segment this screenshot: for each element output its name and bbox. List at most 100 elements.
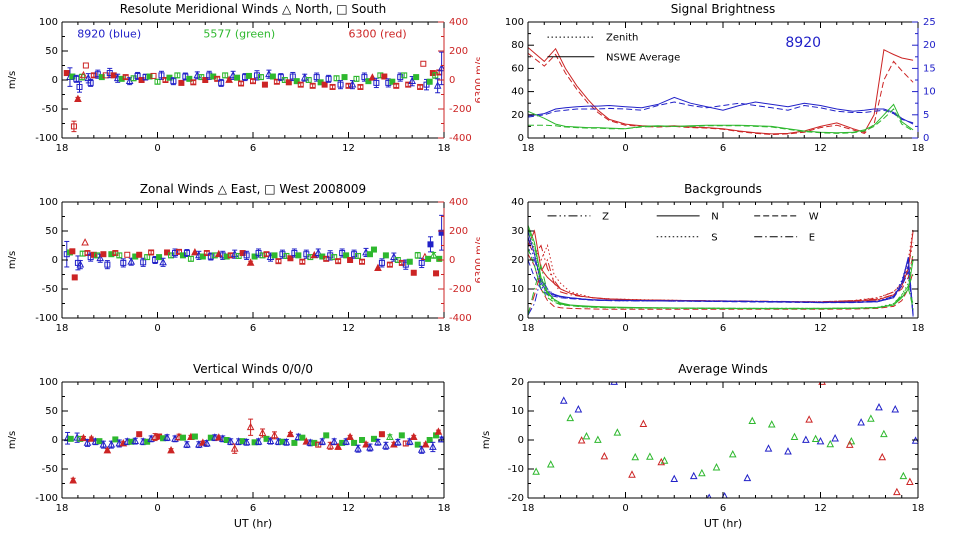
- svg-text:Signal Brightness: Signal Brightness: [671, 2, 776, 16]
- svg-text:100: 100: [39, 17, 58, 28]
- svg-text:0: 0: [154, 323, 160, 334]
- panel-zonal-winds: 18 0 6 12 18-100-50050100-400-20002004006300…: [7, 182, 480, 334]
- svg-text:200: 200: [449, 46, 468, 57]
- svg-text:UT (hr): UT (hr): [234, 517, 272, 530]
- svg-text:6: 6: [720, 323, 726, 334]
- svg-text:W: W: [809, 211, 819, 222]
- svg-text:18: 18: [438, 323, 451, 334]
- svg-text:NSWE Average: NSWE Average: [606, 52, 680, 63]
- svg-text:0: 0: [923, 133, 929, 144]
- svg-text:-10: -10: [508, 464, 524, 475]
- panel-meridional-winds: 18 0 6 12 18-100-50050100-400-20002004006300…: [7, 2, 480, 154]
- svg-text:-200: -200: [449, 104, 472, 115]
- svg-text:25: 25: [923, 17, 936, 28]
- svg-text:m/s: m/s: [7, 251, 18, 269]
- svg-text:18: 18: [522, 143, 535, 154]
- svg-text:5577 (green): 5577 (green): [203, 28, 275, 41]
- svg-text:0: 0: [449, 75, 455, 86]
- svg-text:E: E: [809, 232, 815, 243]
- svg-text:40: 40: [511, 197, 524, 208]
- svg-text:50: 50: [45, 226, 58, 237]
- svg-text:18: 18: [912, 143, 925, 154]
- svg-text:6: 6: [250, 143, 256, 154]
- svg-text:100: 100: [39, 377, 58, 388]
- svg-text:0: 0: [518, 313, 524, 324]
- svg-text:-50: -50: [42, 104, 58, 115]
- svg-text:12: 12: [814, 503, 827, 514]
- svg-text:-20: -20: [508, 493, 524, 504]
- svg-text:6300 m/s: 6300 m/s: [474, 237, 480, 284]
- svg-text:6: 6: [250, 323, 256, 334]
- svg-text:20: 20: [511, 255, 524, 266]
- svg-text:Zenith: Zenith: [606, 33, 638, 44]
- svg-text:20: 20: [511, 110, 524, 121]
- svg-text:400: 400: [449, 17, 468, 28]
- svg-text:0: 0: [52, 255, 58, 266]
- svg-text:20: 20: [923, 40, 936, 51]
- svg-text:18: 18: [522, 503, 535, 514]
- svg-text:100: 100: [39, 197, 58, 208]
- svg-text:18: 18: [522, 323, 535, 334]
- svg-text:200: 200: [449, 226, 468, 237]
- svg-text:-400: -400: [449, 133, 472, 144]
- svg-text:30: 30: [511, 226, 524, 237]
- svg-text:Resolute Meridional Winds △ No: Resolute Meridional Winds △ North, □ Sou…: [120, 2, 387, 16]
- svg-text:15: 15: [923, 63, 936, 74]
- svg-text:10: 10: [923, 87, 936, 98]
- svg-text:12: 12: [814, 323, 827, 334]
- svg-text:-50: -50: [42, 464, 58, 475]
- svg-text:0: 0: [52, 435, 58, 446]
- svg-text:20: 20: [511, 377, 524, 388]
- svg-text:10: 10: [511, 406, 524, 417]
- svg-text:18: 18: [912, 503, 925, 514]
- svg-text:18: 18: [56, 323, 69, 334]
- svg-text:12: 12: [342, 323, 355, 334]
- svg-text:10: 10: [511, 284, 524, 295]
- svg-text:12: 12: [342, 503, 355, 514]
- svg-text:UT (hr): UT (hr): [704, 517, 742, 530]
- svg-text:0: 0: [154, 143, 160, 154]
- svg-text:6: 6: [720, 503, 726, 514]
- svg-text:Vertical Winds 0/0/0: Vertical Winds 0/0/0: [193, 362, 313, 376]
- svg-text:6: 6: [250, 503, 256, 514]
- svg-text:60: 60: [511, 63, 524, 74]
- svg-text:50: 50: [45, 406, 58, 417]
- svg-text:m/s: m/s: [481, 431, 492, 449]
- svg-text:-400: -400: [449, 313, 472, 324]
- svg-text:0: 0: [622, 503, 628, 514]
- svg-text:0: 0: [52, 75, 58, 86]
- svg-text:S: S: [711, 232, 717, 243]
- svg-text:0: 0: [622, 143, 628, 154]
- svg-text:400: 400: [449, 197, 468, 208]
- svg-text:6300 m/s: 6300 m/s: [474, 57, 480, 104]
- svg-text:0: 0: [622, 323, 628, 334]
- svg-text:Average Winds: Average Winds: [678, 362, 768, 376]
- svg-text:m/s: m/s: [7, 71, 18, 89]
- svg-text:-100: -100: [35, 133, 58, 144]
- svg-text:0: 0: [154, 503, 160, 514]
- svg-text:6: 6: [720, 143, 726, 154]
- svg-text:-100: -100: [35, 313, 58, 324]
- svg-text:8920: 8920: [785, 35, 821, 51]
- svg-text:6300 (red): 6300 (red): [349, 28, 407, 41]
- svg-text:-200: -200: [449, 284, 472, 295]
- svg-text:m/s: m/s: [7, 431, 18, 449]
- svg-text:50: 50: [45, 46, 58, 57]
- svg-text:18: 18: [912, 323, 925, 334]
- svg-text:5: 5: [923, 110, 929, 121]
- svg-text:40: 40: [511, 87, 524, 98]
- svg-text:-100: -100: [35, 493, 58, 504]
- svg-text:18: 18: [56, 143, 69, 154]
- svg-text:18: 18: [438, 143, 451, 154]
- svg-text:100: 100: [505, 17, 524, 28]
- svg-text:N: N: [711, 211, 718, 222]
- svg-text:0: 0: [449, 255, 455, 266]
- svg-text:Zonal Winds △ East, □ West 200: Zonal Winds △ East, □ West 2008009: [140, 182, 366, 196]
- svg-text:12: 12: [342, 143, 355, 154]
- svg-text:80: 80: [511, 40, 524, 51]
